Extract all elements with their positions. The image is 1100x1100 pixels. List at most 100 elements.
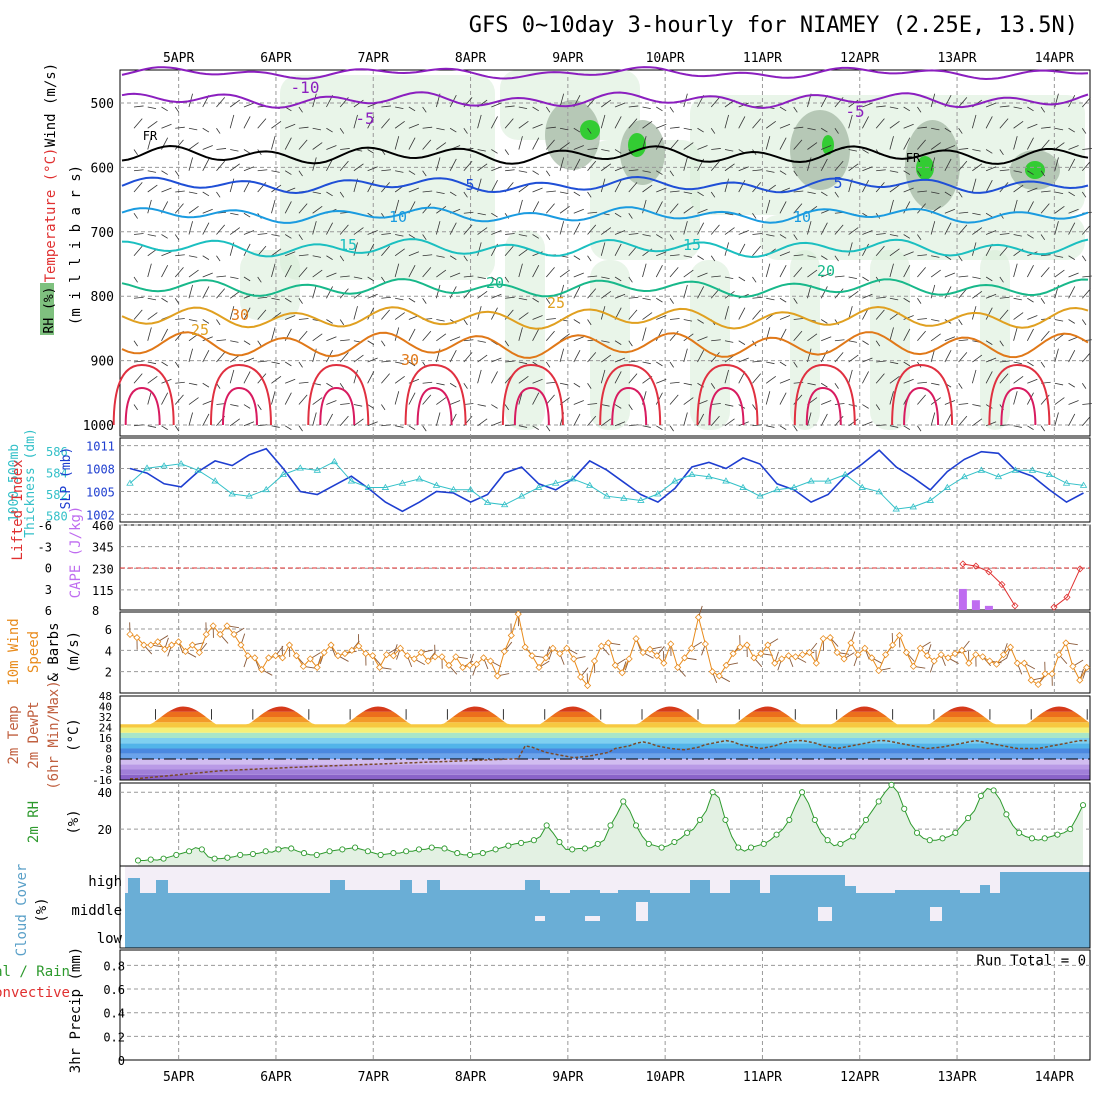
wind10-marker (743, 641, 751, 649)
wind-barb (903, 170, 911, 175)
wind-barb (243, 421, 255, 427)
wind-barb (765, 391, 771, 405)
wind-barb (642, 199, 647, 214)
temp-band (120, 717, 1090, 723)
li-tick-label: -6 (38, 519, 52, 533)
li-tick-label: 0 (45, 562, 52, 576)
wind-barb (573, 350, 581, 363)
li-marker (1011, 602, 1019, 610)
wind-barb (697, 413, 705, 426)
wind-barb (1026, 201, 1034, 214)
wind-barb (188, 412, 193, 426)
wind-barb (340, 403, 350, 405)
wind-barb (862, 421, 873, 427)
wind-barb (779, 170, 787, 175)
wind-barb (147, 234, 157, 237)
thickness-marker (517, 492, 526, 499)
temp-band (120, 706, 1090, 712)
date-label-bottom: 8APR (455, 1070, 486, 1085)
date-label-top: 9APR (552, 51, 583, 66)
wind10-marker (535, 663, 543, 671)
wind-barb (243, 212, 251, 218)
date-label-bottom: 10APR (646, 1070, 685, 1085)
isotherm-35 (112, 363, 175, 426)
thickness-marker (449, 485, 458, 493)
rh-marker (492, 846, 499, 853)
contour-label: 30 (401, 351, 419, 369)
wind-barb (834, 415, 844, 427)
wind-barb (326, 145, 337, 150)
wind-barb (958, 224, 968, 235)
wind-barb (958, 352, 968, 363)
wind10-marker (334, 652, 342, 660)
wind-barb (642, 361, 651, 365)
wind-barb (807, 255, 816, 258)
wind-barb (669, 139, 679, 150)
isotherm-35 (209, 363, 272, 426)
wind-barb (463, 211, 474, 214)
date-label-bottom: 9APR (552, 1070, 583, 1085)
wind-barb (271, 375, 282, 384)
contour-label: 30 (231, 306, 249, 324)
wind-barb (147, 391, 152, 405)
wind-barb (518, 297, 528, 301)
contour-label: FR (143, 129, 158, 143)
wind10-marker (604, 639, 612, 647)
wind-barb (243, 340, 251, 345)
wind-barb (944, 208, 956, 214)
li-marker (985, 568, 993, 576)
wind-tick-label: 4 (105, 644, 112, 658)
wind-barb (958, 128, 963, 134)
wind-barb (601, 340, 610, 343)
wind-barb (271, 170, 280, 173)
wind-barb (504, 245, 514, 257)
wind-barb (147, 263, 152, 278)
wind-barb (381, 276, 386, 283)
wind-barb (958, 191, 963, 198)
wind10-marker (833, 648, 841, 657)
wind-barb (985, 293, 997, 299)
wind-barb (862, 230, 873, 235)
wind-barb (944, 158, 952, 171)
wind-barb (339, 255, 345, 262)
wind-barb (683, 348, 688, 363)
wind-barb (188, 255, 198, 258)
wind10-marker (230, 630, 238, 638)
wind10-marker (479, 654, 488, 662)
isotherm-15 (121, 238, 1089, 259)
wind10-marker (556, 650, 564, 658)
wind-barb (903, 315, 914, 320)
wind-barb (862, 371, 869, 384)
wind-barb (1040, 330, 1050, 342)
wind-barb (353, 369, 358, 384)
axis-label-li: Lifted Index (10, 459, 26, 560)
wind-barb (216, 352, 226, 363)
wind-barb (1054, 191, 1064, 195)
wind-barb (614, 149, 622, 154)
axis-label-temp-units: (°C) (66, 718, 82, 752)
wind-barb (1054, 221, 1059, 235)
wind-barb (1013, 184, 1024, 193)
wind-barb (271, 297, 280, 301)
thickness-marker (398, 479, 407, 486)
axis-label-2m-temp: 2m Temp (6, 705, 22, 764)
wind-barb (353, 163, 364, 172)
high-cloud-background (125, 866, 1090, 894)
wind-barb (339, 160, 349, 172)
wind-barb (917, 425, 922, 432)
rh-marker (773, 831, 780, 838)
wind-barb (1040, 425, 1046, 432)
wind-barb (271, 136, 276, 150)
wind-barb (161, 328, 169, 341)
temp-tick-label: 0 (105, 753, 112, 766)
wind-barb (958, 383, 963, 389)
wind-barb (642, 312, 653, 320)
wind-barb (985, 307, 993, 320)
wind-barb (133, 276, 138, 283)
wind-barb (917, 298, 922, 304)
wind-barb (463, 319, 468, 326)
wind10-marker (875, 667, 883, 675)
high-cloud-bar (525, 880, 540, 893)
wind-barb (216, 255, 221, 262)
wind-barb (683, 255, 693, 258)
